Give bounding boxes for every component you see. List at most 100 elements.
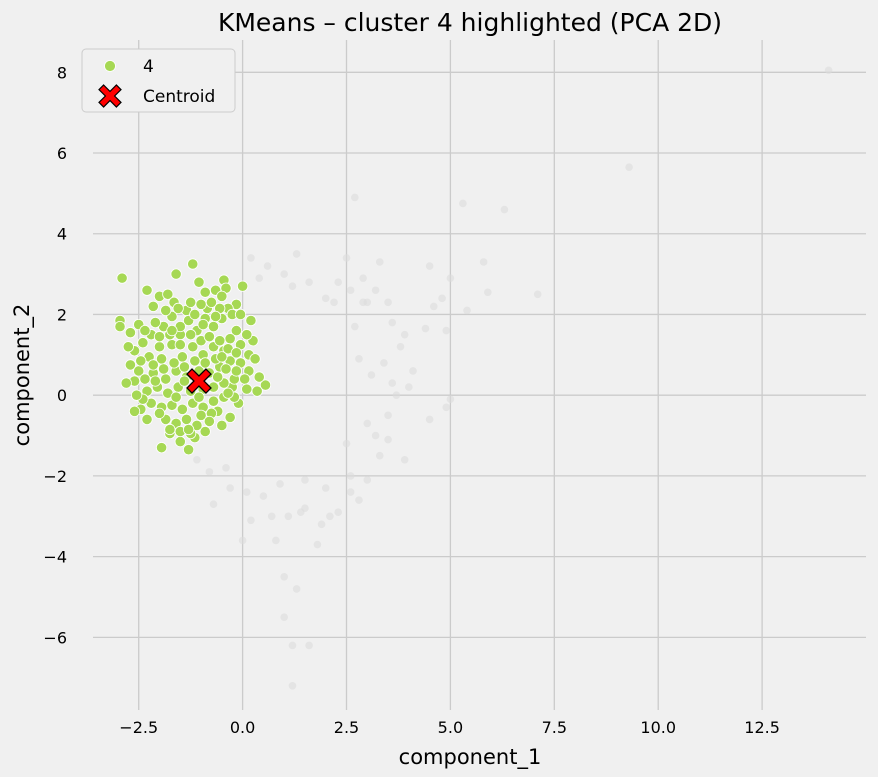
data-point-other bbox=[429, 302, 438, 311]
data-point-cluster-4 bbox=[137, 337, 149, 349]
data-point-other bbox=[209, 500, 218, 508]
data-point-other bbox=[346, 286, 355, 295]
data-point-cluster-4 bbox=[124, 359, 137, 371]
data-point-other bbox=[292, 585, 301, 593]
legend-swatch-cluster-4 bbox=[104, 60, 116, 72]
data-point-cluster-4 bbox=[216, 351, 228, 363]
data-point-other bbox=[321, 294, 330, 303]
data-point-cluster-4 bbox=[116, 272, 128, 284]
data-point-cluster-4 bbox=[253, 371, 265, 383]
data-point-cluster-4 bbox=[174, 435, 186, 448]
data-point-other bbox=[247, 516, 255, 525]
data-point-cluster-4 bbox=[149, 375, 161, 387]
data-point-other bbox=[321, 484, 330, 492]
data-point-other bbox=[255, 274, 264, 282]
legend-swatch-centroid bbox=[98, 84, 122, 108]
data-point-other bbox=[371, 286, 380, 295]
data-point-other bbox=[263, 262, 272, 270]
data-point-cluster-4 bbox=[174, 339, 186, 351]
data-point-cluster-4 bbox=[193, 391, 205, 403]
data-point-other bbox=[280, 613, 288, 621]
data-point-other bbox=[334, 508, 342, 517]
data-point-cluster-4 bbox=[249, 353, 261, 365]
data-point-cluster-4 bbox=[234, 308, 247, 321]
data-point-cluster-4 bbox=[153, 407, 166, 419]
data-point-cluster-4 bbox=[230, 325, 242, 337]
data-point-other bbox=[280, 573, 288, 581]
data-point-cluster-4 bbox=[164, 423, 176, 436]
data-point-cluster-4 bbox=[216, 419, 228, 432]
data-point-other bbox=[351, 193, 359, 202]
data-point-other bbox=[446, 395, 455, 404]
data-point-cluster-4 bbox=[128, 405, 141, 417]
data-point-other bbox=[384, 435, 392, 444]
data-point-other bbox=[355, 496, 363, 504]
data-point-other bbox=[421, 324, 430, 333]
data-point-other bbox=[284, 512, 293, 521]
data-point-cluster-4 bbox=[182, 423, 195, 436]
data-point-cluster-4 bbox=[195, 298, 207, 310]
data-point-other bbox=[405, 383, 413, 391]
data-point-other bbox=[438, 294, 446, 303]
data-point-cluster-4 bbox=[166, 325, 178, 337]
data-point-other bbox=[296, 508, 305, 517]
data-point-other bbox=[388, 379, 397, 387]
data-point-cluster-4 bbox=[155, 442, 168, 454]
data-point-other bbox=[355, 355, 363, 363]
data-point-other bbox=[459, 199, 467, 208]
data-point-cluster-4 bbox=[187, 341, 199, 353]
data-point-cluster-4 bbox=[141, 413, 153, 425]
data-point-cluster-4 bbox=[259, 379, 272, 391]
data-point-other bbox=[400, 330, 409, 339]
data-point-cluster-4 bbox=[149, 316, 161, 329]
y-tick-label: 2 bbox=[57, 305, 67, 324]
data-point-cluster-4 bbox=[139, 373, 151, 385]
data-point-other bbox=[346, 472, 355, 480]
data-point-cluster-4 bbox=[216, 290, 228, 302]
data-point-other bbox=[396, 342, 405, 351]
data-point-cluster-4 bbox=[114, 320, 126, 333]
data-point-cluster-4 bbox=[241, 383, 253, 395]
y-tick-label: 6 bbox=[57, 144, 67, 163]
x-axis-title: component_1 bbox=[399, 745, 542, 770]
data-point-other bbox=[247, 254, 255, 262]
data-point-cluster-4 bbox=[160, 373, 172, 385]
data-point-other bbox=[288, 681, 297, 690]
data-point-cluster-4 bbox=[207, 395, 220, 407]
data-point-other bbox=[359, 298, 367, 307]
data-point-cluster-4 bbox=[158, 363, 170, 375]
data-point-cluster-4 bbox=[147, 359, 159, 371]
data-point-other bbox=[363, 476, 372, 484]
data-point-cluster-4 bbox=[189, 355, 201, 367]
data-point-other bbox=[442, 326, 451, 335]
data-point-other bbox=[388, 318, 397, 327]
data-point-other bbox=[363, 419, 372, 428]
data-point-cluster-4 bbox=[193, 276, 205, 288]
chart-title: KMeans – cluster 4 highlighted (PCA 2D) bbox=[218, 8, 722, 37]
data-point-cluster-4 bbox=[222, 387, 234, 399]
data-point-other bbox=[351, 322, 359, 331]
data-point-other bbox=[342, 254, 351, 262]
data-point-cluster-4 bbox=[187, 258, 199, 270]
data-point-other bbox=[238, 536, 247, 545]
legend-label-centroid: Centroid bbox=[143, 87, 215, 107]
data-point-cluster-4 bbox=[168, 357, 180, 369]
data-point-other bbox=[533, 290, 542, 299]
data-point-cluster-4 bbox=[153, 331, 166, 343]
data-point-cluster-4 bbox=[122, 341, 134, 353]
data-point-other bbox=[193, 455, 201, 464]
data-point-other bbox=[272, 536, 280, 545]
data-point-other bbox=[446, 274, 455, 282]
data-point-cluster-4 bbox=[182, 444, 195, 456]
data-point-cluster-4 bbox=[160, 304, 172, 317]
data-point-cluster-4 bbox=[170, 391, 182, 403]
data-point-other bbox=[400, 455, 409, 464]
data-point-other bbox=[259, 492, 268, 500]
data-point-cluster-4 bbox=[209, 310, 222, 323]
data-point-cluster-4 bbox=[178, 375, 191, 387]
data-point-cluster-4 bbox=[199, 286, 211, 298]
legend-box bbox=[81, 48, 236, 113]
data-point-other bbox=[267, 512, 276, 521]
data-point-other bbox=[313, 540, 322, 549]
